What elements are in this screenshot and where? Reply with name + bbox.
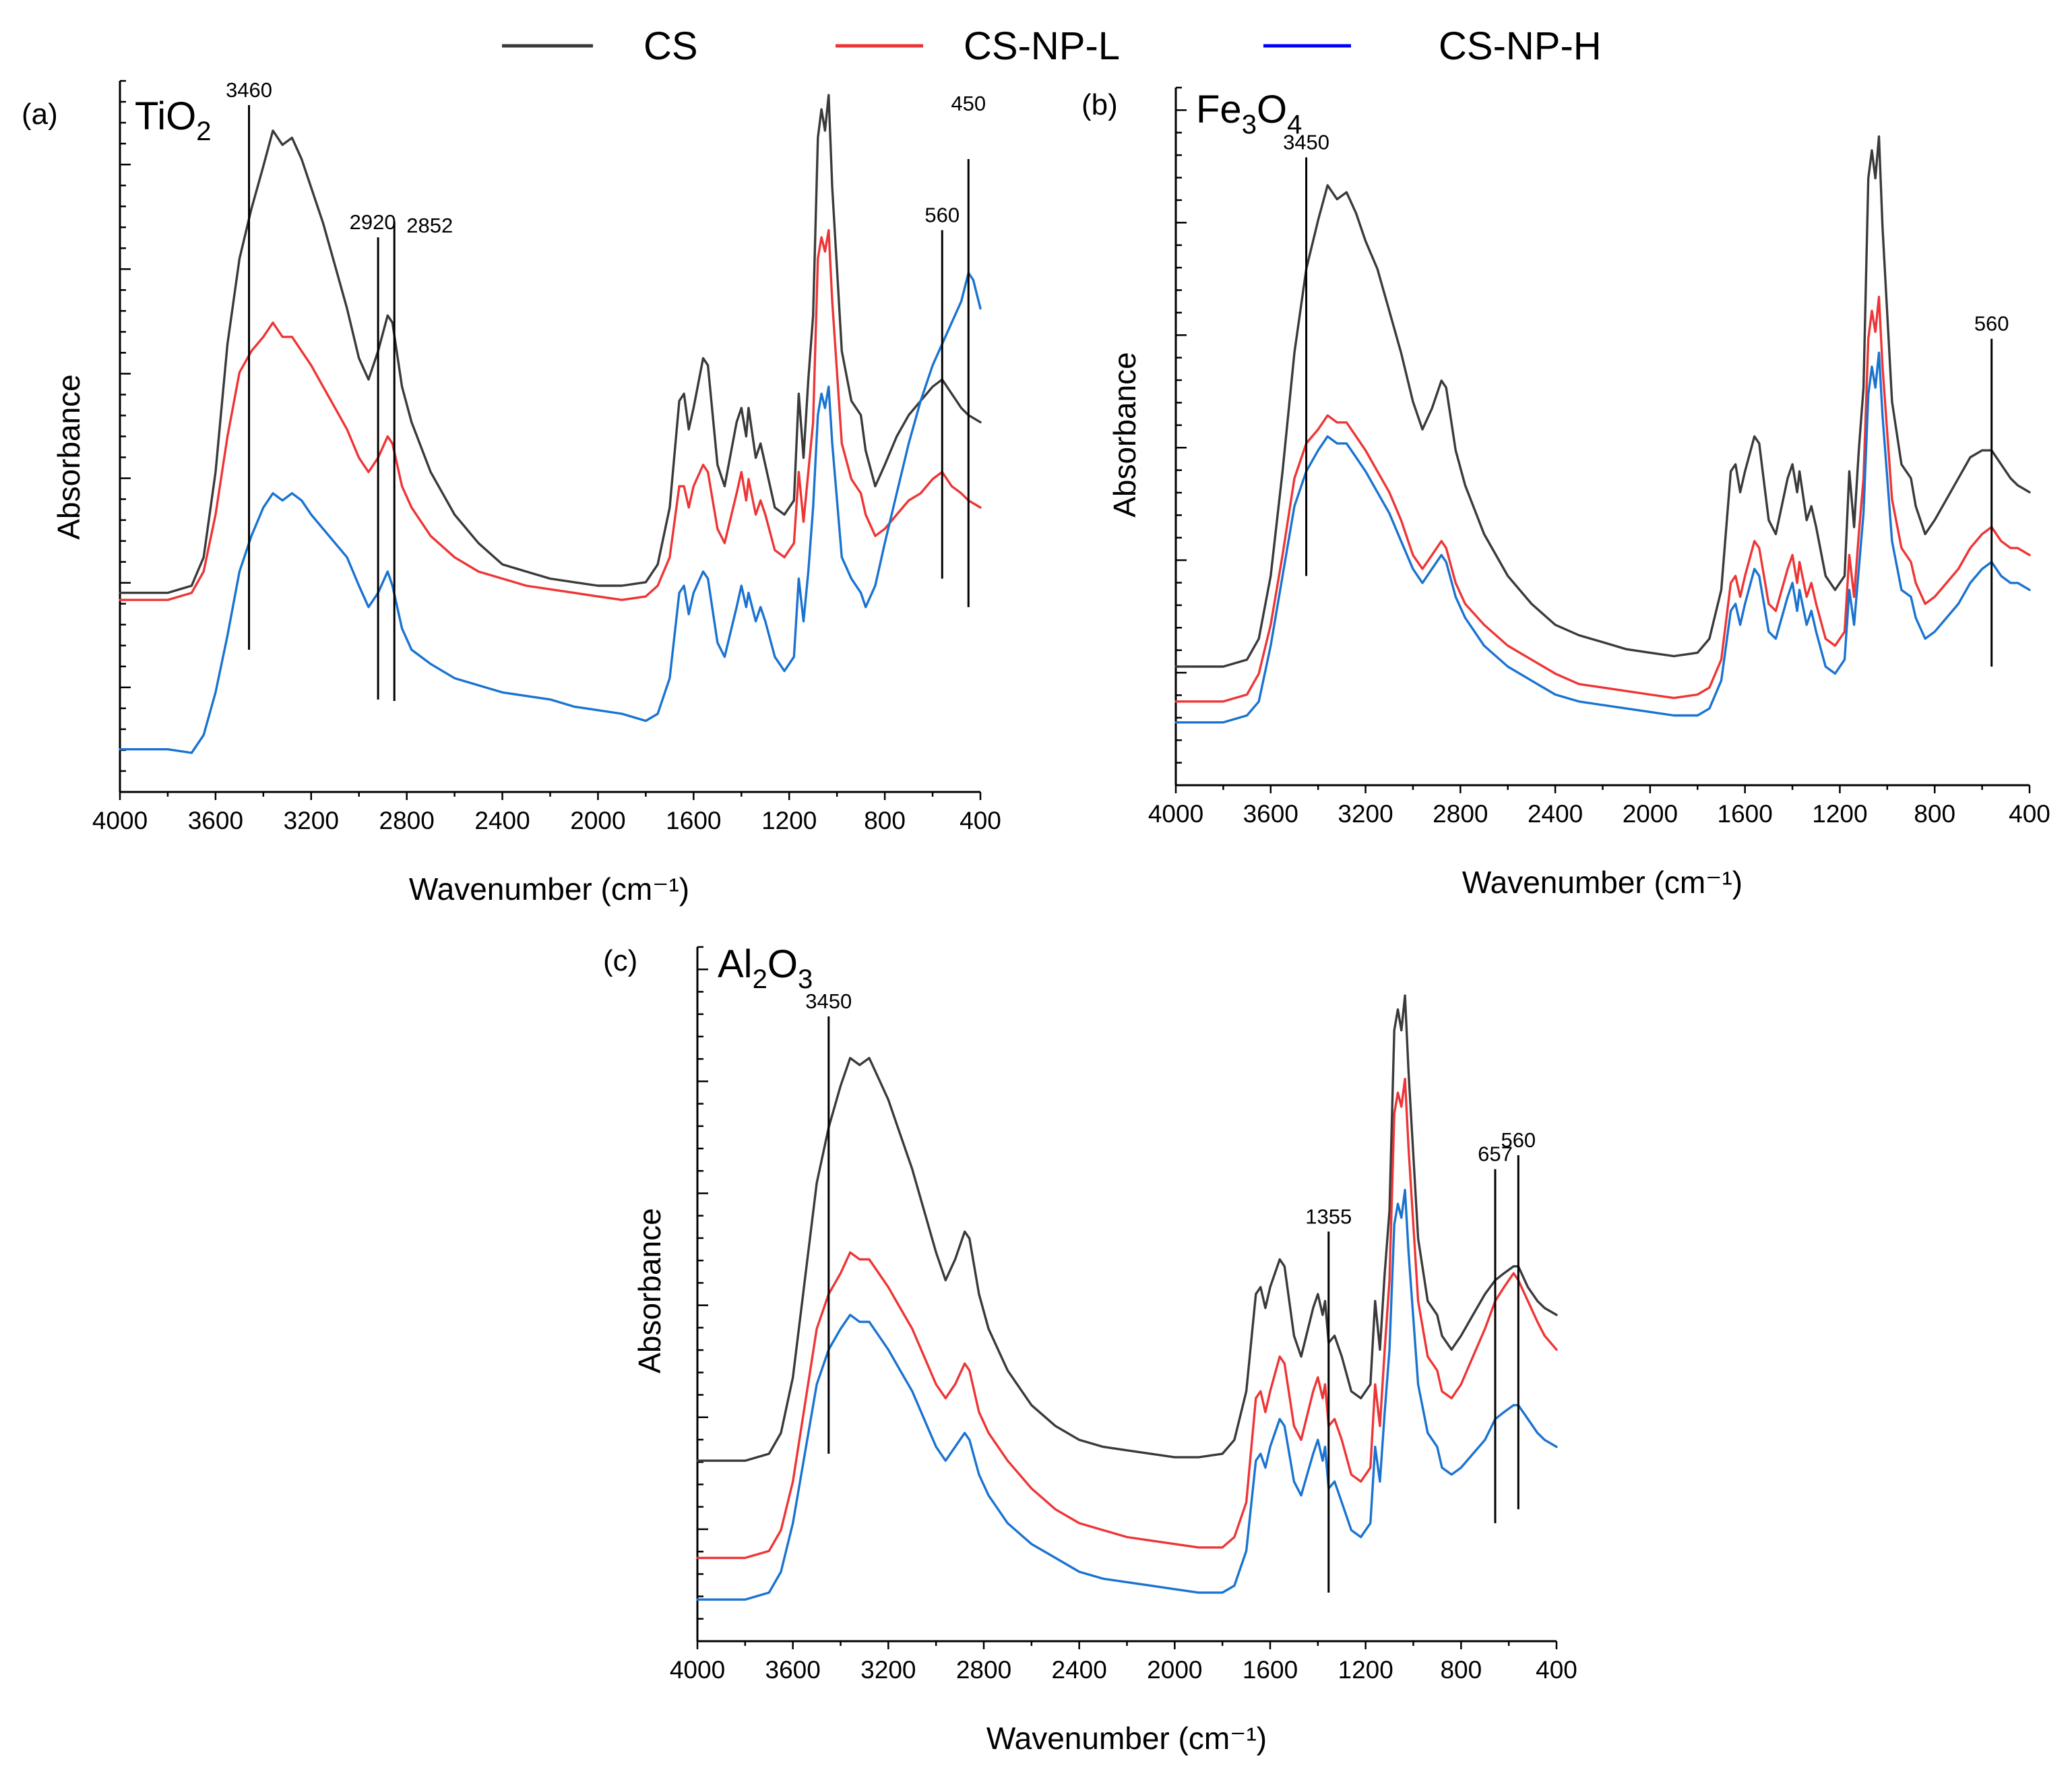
panel-b-annotation-label-560: 560 [1974,312,2009,336]
panel-a-annotation-label-2920: 2920 [350,210,396,234]
panel-a-tio2: (a) TiO2 Absorbance Wavenumber (cm⁻¹) 40… [22,78,1001,907]
panel-b-annotation-label-3450: 3450 [1283,131,1329,154]
legend-label-cs-np-l: CS-NP-L [964,24,1120,68]
panel-b-series-cs [1174,135,2031,668]
legend-item-cs-np-l: CS-NP-L [836,24,1120,68]
panel-a-x-tick-label: 1600 [666,807,721,834]
panel-a-annotation-label-2852: 2852 [406,214,453,237]
panel-b-y-axis-title: Absorbance [1107,352,1142,518]
panel-a-letter: (a) [22,98,58,131]
panel-c-x-tick-label: 3200 [860,1656,916,1684]
panel-a-x-tick-label: 3200 [284,807,339,834]
legend-item-cs: CS [502,24,698,68]
panel-c-x-tick-label: 2800 [956,1656,1011,1684]
panel-b-letter: (b) [1081,88,1118,121]
panel-a-y-axis-title: Absorbance [51,374,86,540]
panel-c-x-tick-label: 3600 [765,1656,821,1684]
panel-c-letter: (c) [603,944,637,977]
panel-a-annotation-label-560: 560 [924,204,960,227]
panel-a-x-tick-label: 1200 [761,807,817,834]
legend-label-cs: CS [643,24,698,68]
panel-c-x-axis-title: Wavenumber (cm⁻¹) [986,1721,1267,1756]
panel-a-series-cs [119,94,982,594]
legend-item-cs-np-h: CS-NP-H [1263,24,1602,68]
panel-a-title: TiO2 [135,94,212,146]
panel-c-series-cs-np-h [696,1188,1558,1601]
panel-a-series-cs-np-h [119,272,982,754]
panel-c-x-tick-label: 2400 [1052,1656,1107,1684]
legend: CS CS-NP-L CS-NP-H [502,24,1602,68]
panel-c-series-cs-np-l [696,1078,1558,1560]
panel-b-series-cs-np-h [1174,351,2031,724]
panel-b-x-tick-label: 3200 [1338,800,1393,828]
panel-b-x-tick-label: 3600 [1243,800,1298,828]
panel-c-series-cs [696,994,1558,1462]
panel-a-x-tick-label: 2400 [474,807,530,834]
panel-a-x-tick-label: 2000 [570,807,625,834]
panel-b-x-tick-label: 800 [1914,800,1955,828]
panel-a-annotation-label-450: 450 [951,92,986,115]
panel-b-x-axis-title: Wavenumber (cm⁻¹) [1462,865,1743,900]
panel-b-x-tick-label: 1600 [1718,800,1773,828]
panel-c-x-tick-label: 1600 [1243,1656,1298,1684]
legend-label-cs-np-h: CS-NP-H [1439,24,1602,68]
panel-a-x-tick-label: 2800 [379,807,435,834]
panel-c-y-axis-title: Absorbance [632,1208,667,1374]
panel-c-x-tick-label: 800 [1440,1656,1482,1684]
panel-b-title: Fe3O4 [1196,88,1302,140]
panel-c-annotation-label-560: 560 [1501,1128,1536,1152]
panel-b-x-tick-label: 4000 [1148,800,1203,828]
panel-a-x-tick-label: 4000 [92,807,148,834]
panel-b-fe3o4: (b) Fe3O4 Absorbance Wavenumber (cm⁻¹) 4… [1081,86,2050,900]
panel-a-x-tick-label: 3600 [188,807,243,834]
panel-b-x-tick-label: 1200 [1812,800,1867,828]
panel-c-x-tick-label: 400 [1536,1656,1577,1684]
panel-a-x-tick-label: 400 [960,807,1001,834]
panel-b-x-tick-label: 2400 [1528,800,1583,828]
panel-a-x-tick-label: 800 [864,807,906,834]
panel-b-x-tick-label: 400 [2009,800,2050,828]
panel-b-series-cs-np-l [1174,295,2031,703]
panel-b-x-tick-label: 2000 [1623,800,1678,828]
panel-c-x-tick-label: 4000 [670,1656,725,1684]
panel-c-al2o3: (c) Al2O3 Absorbance Wavenumber (cm⁻¹) 4… [603,942,1577,1756]
panel-b-x-tick-label: 2800 [1433,800,1488,828]
panel-a-x-axis-title: Wavenumber (cm⁻¹) [409,871,689,907]
panel-c-annotation-label-657: 657 [1478,1142,1513,1166]
panel-a-annotation-label-3460: 3460 [226,78,272,102]
panel-c-x-tick-label: 1200 [1338,1656,1393,1684]
panel-c-x-tick-label: 2000 [1147,1656,1202,1684]
panel-c-annotation-label-1355: 1355 [1305,1204,1352,1228]
panel-c-title: Al2O3 [718,942,813,994]
panel-a-series-cs-np-l [119,228,982,601]
panel-c-annotation-label-3450: 3450 [805,989,852,1013]
